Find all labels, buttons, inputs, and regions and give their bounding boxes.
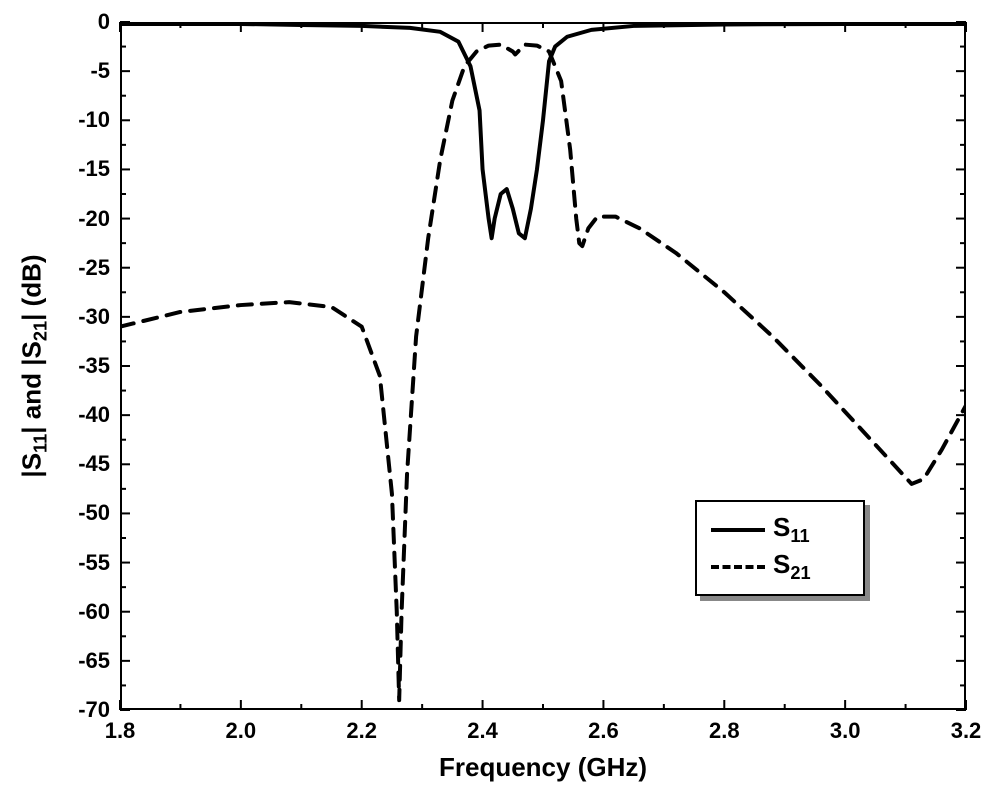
- y-tick-label: -40: [78, 402, 110, 428]
- s11-line: [120, 24, 966, 238]
- x-tick-label: 2.0: [226, 718, 257, 744]
- y-tick-label: -5: [90, 58, 110, 84]
- x-tick-label: 2.2: [346, 718, 377, 744]
- y-axis-label: |S11| and |S21| (dB): [16, 22, 51, 710]
- legend: S11S21: [695, 500, 865, 596]
- y-tick-label: 0: [98, 9, 110, 35]
- x-tick-label: 2.4: [467, 718, 498, 744]
- s21-line: [120, 45, 966, 701]
- plot-svg: [0, 0, 1000, 808]
- y-tick-label: -25: [78, 255, 110, 281]
- y-tick-label: -60: [78, 599, 110, 625]
- y-tick-label: -50: [78, 500, 110, 526]
- y-tick-label: -45: [78, 451, 110, 477]
- y-tick-label: -65: [78, 648, 110, 674]
- y-tick-label: -55: [78, 550, 110, 576]
- figure: 0-5-10-15-20-25-30-35-40-45-50-55-60-65-…: [0, 0, 1000, 808]
- y-tick-label: -15: [78, 156, 110, 182]
- y-tick-label: -20: [78, 206, 110, 232]
- y-tick-label: -10: [78, 107, 110, 133]
- y-tick-label: -35: [78, 353, 110, 379]
- x-tick-label: 3.2: [951, 718, 982, 744]
- y-tick-label: -30: [78, 304, 110, 330]
- x-tick-label: 1.8: [105, 718, 136, 744]
- legend-entry-s21: S21: [711, 549, 849, 584]
- legend-entry-s11: S11: [711, 512, 849, 547]
- x-axis-label: Frequency (GHz): [120, 752, 966, 783]
- x-tick-label: 2.6: [588, 718, 619, 744]
- x-tick-label: 2.8: [709, 718, 740, 744]
- x-tick-label: 3.0: [830, 718, 861, 744]
